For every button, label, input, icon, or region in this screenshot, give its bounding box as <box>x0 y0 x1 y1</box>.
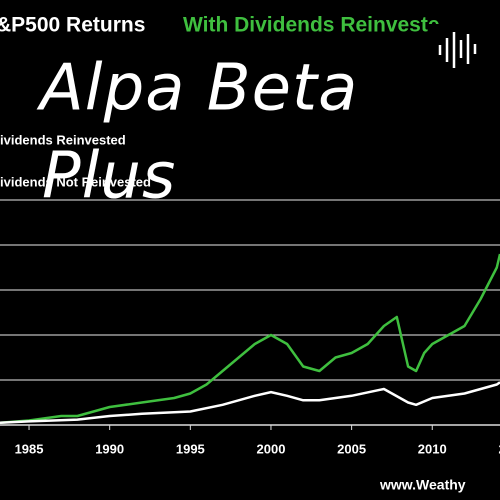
x-tick-label: 2000 <box>257 441 286 456</box>
podcast-icon <box>428 24 500 74</box>
x-tick-label: 1985 <box>15 441 44 456</box>
footer: www.Weathy <box>379 477 466 493</box>
legend-label: ividends Not Reinvested <box>0 174 151 189</box>
chart-title: &P500 Returns <box>0 14 145 37</box>
chart-subtitle: With Dividends Reinveste <box>183 14 440 37</box>
series-line <box>0 381 500 425</box>
series-line <box>0 253 500 425</box>
x-tick-label: 1990 <box>95 441 124 456</box>
x-tick-label: 1995 <box>176 441 205 456</box>
legend-label: ividends Reinvested <box>0 132 126 147</box>
overlay-text: Alpa Beta <box>36 52 358 126</box>
x-tick-label: 2010 <box>418 441 447 456</box>
x-tick-label: 2005 <box>337 441 366 456</box>
overlay-text: Plus <box>42 140 176 214</box>
x-tick-label: 2015 <box>498 441 500 456</box>
